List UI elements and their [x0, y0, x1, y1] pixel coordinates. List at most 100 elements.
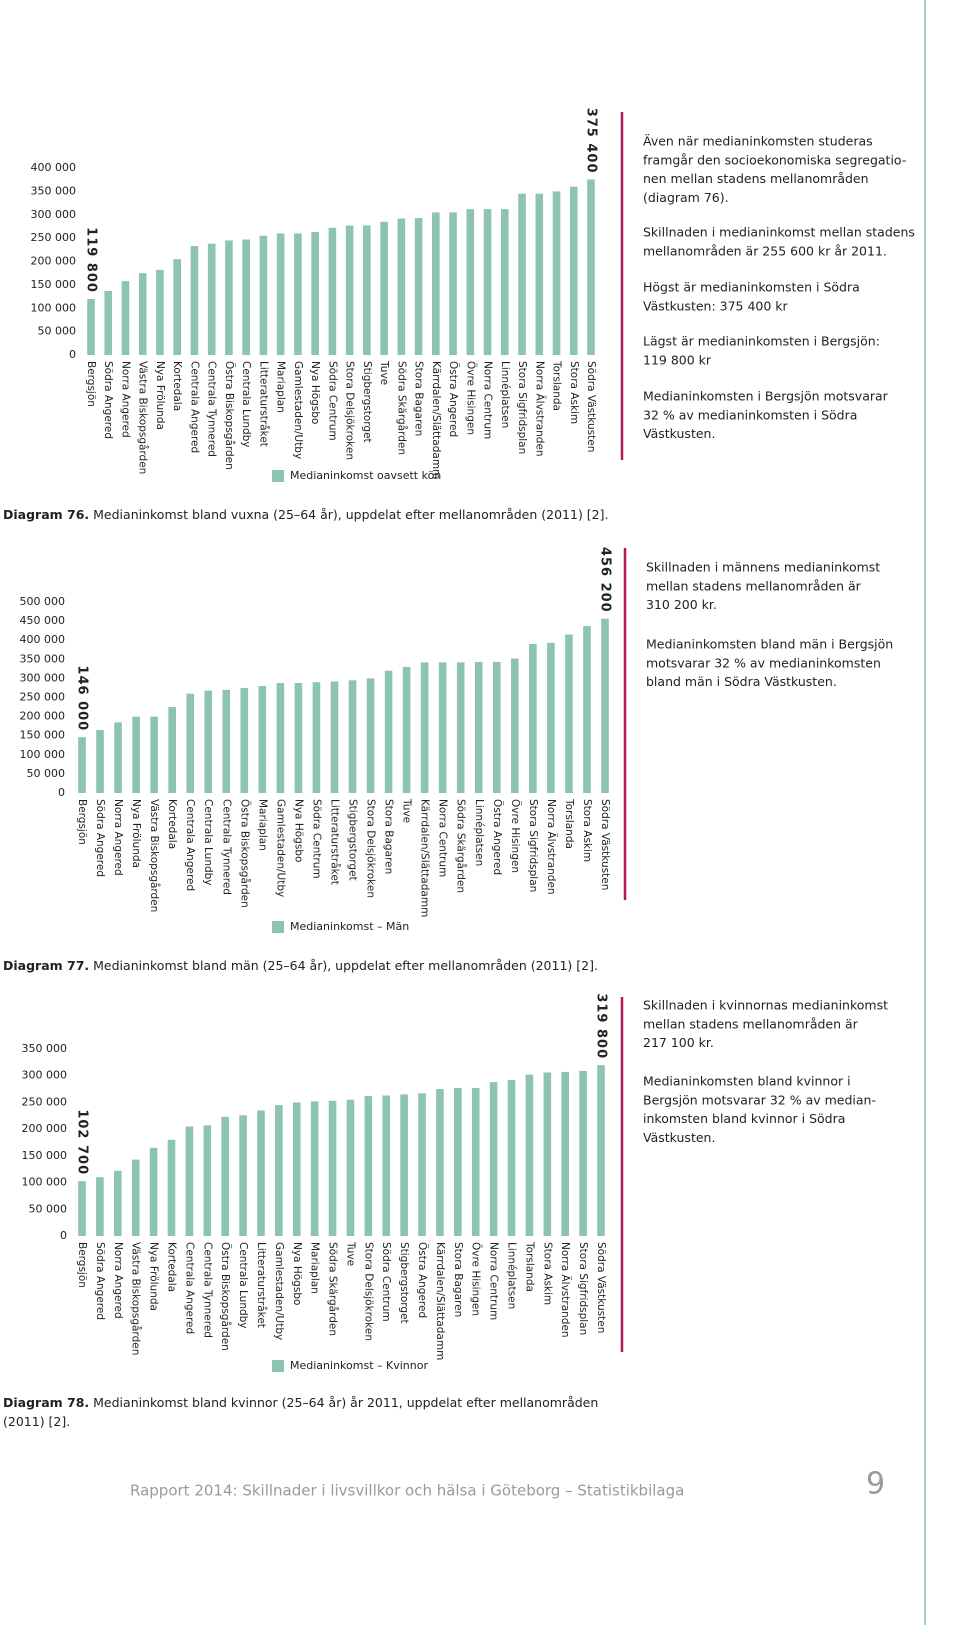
bar: [104, 290, 113, 355]
x-tick-label: Stigbergstorget: [361, 361, 373, 443]
x-tick-label: Stora Bagaren: [413, 361, 425, 436]
x-tick-label: Tuve: [378, 360, 390, 385]
note-text: Lägst är medianinkomsten i Bergsjön:: [643, 334, 880, 349]
note-text: Medianinkomsten bland män i Bergsjön: [646, 637, 893, 652]
y-tick-label: 0: [69, 348, 76, 361]
bar: [363, 225, 371, 355]
bar: [535, 193, 544, 355]
bar: [168, 707, 176, 793]
bar: [432, 212, 440, 355]
note-text: 119 800 kr: [643, 352, 712, 367]
x-tick-label: Östra Biskopsgården: [219, 1242, 232, 1351]
x-tick-label: Nya Högsbo: [291, 1242, 303, 1305]
x-tick-label: Södra Skärgården: [327, 1242, 340, 1336]
bar: [565, 634, 573, 793]
bar: [225, 240, 233, 355]
x-tick-label: Gamlestaden/Utby: [292, 361, 304, 459]
x-tick-label: Stora Bagaren: [383, 799, 395, 874]
note-text: Högst är medianinkomsten i Södra: [643, 280, 860, 295]
note-text: 32 % av medianinkomsten i Södra: [643, 407, 857, 422]
caption-text: (2011) [2].: [3, 1413, 70, 1428]
x-tick-label: Stora Delsjökroken: [362, 1242, 374, 1341]
x-tick-label: Centrala Angered: [188, 361, 200, 453]
x-tick-label: Östra Angered: [491, 799, 504, 875]
bar: [292, 1102, 301, 1236]
note-text: framgår den socioekonomiska segregatio-: [643, 152, 906, 167]
bar: [507, 1079, 516, 1236]
x-tick-label: Södra Västkusten: [595, 1242, 607, 1333]
x-tick-label: Nya Högsbo: [309, 361, 321, 424]
x-tick-label: Kärrdalen/Slättadamm: [430, 361, 442, 479]
note-text: mellanområden är 255 600 kr år 2011.: [643, 243, 887, 258]
bar: [138, 273, 147, 355]
value-label: 375 400: [584, 108, 599, 174]
note-text: Västkusten.: [643, 426, 715, 441]
bar: [466, 209, 475, 355]
bar: [364, 1096, 373, 1236]
caption-label: Diagram 78.: [3, 1395, 89, 1410]
x-tick-label: Bergsjön: [85, 361, 97, 407]
legend-label: Medianinkomst – Män: [290, 920, 409, 933]
x-tick-label: Övre Hisingen: [464, 361, 477, 435]
bar: [547, 642, 555, 793]
note-text: nen mellan stadens mellanområden: [643, 171, 869, 186]
bar: [384, 670, 393, 793]
legend-label: Medianinkomst – Kvinnor: [290, 1359, 428, 1372]
x-tick-label: Norra Centrum: [482, 361, 494, 439]
x-tick-label: Södra Västkusten: [599, 799, 611, 890]
y-tick-label: 250 000: [22, 1095, 68, 1108]
bar: [380, 221, 388, 355]
x-tick-label: Stora Askim: [568, 361, 580, 424]
x-tick-label: Västra Biskopsgården: [130, 1242, 143, 1355]
bar: [207, 243, 216, 355]
x-tick-label: Kärrdalen/Slättadamm: [419, 799, 431, 917]
note-text: mellan stadens mellanområden är: [643, 1016, 859, 1031]
note-text: motsvarar 32 % av medianinkomsten: [646, 655, 881, 670]
footer: Rapport 2014: Skillnader i livsvillkor o…: [130, 1482, 684, 1500]
bar: [601, 618, 609, 793]
x-tick-label: Södra Angered: [94, 799, 106, 877]
bar: [96, 729, 104, 793]
x-tick-label: Östra Biskopsgården: [223, 361, 236, 470]
bar: [418, 1093, 426, 1236]
y-tick-label: 400 000: [20, 633, 66, 646]
caption: Diagram 76. Medianinkomst bland vuxna (2…: [3, 507, 608, 522]
y-tick-label: 50 000: [29, 1202, 68, 1215]
x-tick-label: Södra Skärgården: [455, 799, 468, 893]
x-tick-label: Centrala Tynnered: [206, 361, 218, 457]
bar: [492, 661, 501, 793]
bar: [190, 246, 199, 355]
x-tick-label: Litteraturstråket: [257, 361, 270, 447]
bar: [402, 666, 411, 793]
x-tick-label: Mariaplan: [309, 1242, 321, 1294]
x-tick-label: Nya Högsbo: [292, 799, 304, 862]
x-tick-label: Torslanda: [523, 1241, 535, 1292]
note-text: Västkusten.: [643, 1130, 715, 1145]
bar: [328, 1100, 337, 1236]
x-tick-label: Västra Biskopsgården: [137, 361, 150, 474]
x-tick-label: Tuve: [401, 798, 413, 823]
bar: [382, 1095, 391, 1236]
bar: [186, 693, 195, 793]
caption-label: Diagram 77.: [3, 958, 89, 973]
note-text: bland män i Södra Västkusten.: [646, 674, 837, 689]
bar: [167, 1139, 176, 1236]
x-tick-label: Kortedala: [166, 799, 178, 849]
bar: [276, 682, 285, 793]
note-text: Medianinkomsten bland kvinnor i: [643, 1074, 851, 1089]
bar: [203, 1125, 212, 1236]
note-text: Skillnaden i medianinkomst mellan staden…: [643, 225, 915, 240]
bar: [204, 690, 213, 793]
y-tick-label: 50 000: [27, 767, 66, 780]
y-tick-label: 500 000: [20, 595, 66, 608]
y-tick-label: 300 000: [22, 1069, 68, 1082]
note-text: mellan stadens mellanområden är: [646, 578, 862, 593]
bar: [310, 1101, 319, 1236]
x-tick-label: Centrala Angered: [183, 1242, 195, 1334]
bar: [420, 662, 429, 793]
bar: [239, 1115, 247, 1236]
bar: [471, 1088, 480, 1236]
note-text: Skillnaden i männens medianinkomst: [646, 560, 880, 575]
x-tick-label: Södra Angered: [102, 361, 114, 439]
bar: [330, 681, 339, 793]
